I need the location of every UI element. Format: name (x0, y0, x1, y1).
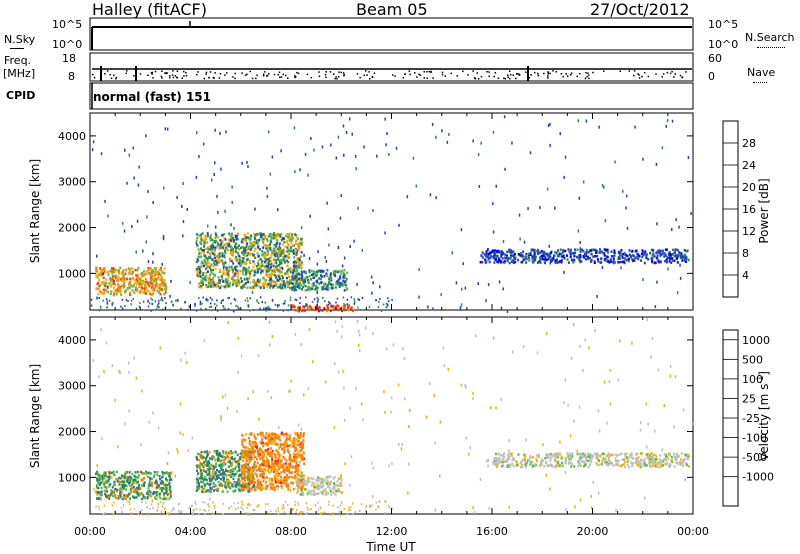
y-tick-label: 2000 (58, 222, 86, 235)
velocity-ylabel: Slant Range [km] (28, 364, 42, 468)
y-tick-label: 4000 (58, 334, 86, 347)
cpid-value: normal (fast) 151 (93, 90, 211, 104)
power-ylabel: Slant Range [km] (28, 159, 42, 263)
freq-unit-label: [MHz] (3, 67, 36, 80)
power-colorbar: 4 8 12 16 20 24 28 (722, 120, 756, 298)
freq-tick-top: 18 (62, 52, 76, 65)
colorbar-tick-label: 20 (742, 181, 756, 194)
y-tick-label: 1000 (58, 267, 86, 280)
nsky-tick-bottom: 10^0 (52, 38, 83, 51)
colorbar-tick-label: 500 (742, 353, 763, 366)
velocity-panel-frame (89, 316, 694, 515)
x-tick-label: 00:00 (677, 525, 709, 538)
nsearch-label: N.Search (745, 31, 795, 44)
date-title: 27/Oct/2012 (590, 0, 690, 19)
power-axes: 1000 2000 3000 4000 (58, 113, 694, 310)
velocity-colorbar: 1000 500 100 25 -25 -100 -500 -1000 (722, 329, 774, 507)
colorbar-tick-label: 8 (742, 247, 749, 260)
y-tick-label: 3000 (58, 176, 86, 189)
colorbar-tick-label: -500 (742, 451, 767, 464)
power-cbar-label: Power [dB] (757, 178, 771, 243)
nsky-tick-top: 10^5 (52, 18, 83, 31)
velocity-axes: 1000 2000 3000 4000 00:00 04:00 08:00 12:00 16:0… (58, 317, 709, 538)
cpid-strip (89, 82, 694, 110)
y-tick-label: 1000 (58, 471, 86, 484)
colorbar-tick-label: 4 (742, 269, 749, 282)
nsky-legend-line (10, 48, 24, 49)
y-tick-label: 3000 (58, 380, 86, 393)
colorbar-tick-label: 12 (742, 225, 756, 238)
power-scatter (90, 115, 692, 313)
colorbar-tick-label: -25 (742, 412, 760, 425)
freq-strip (89, 52, 694, 82)
nsearch-tick-top: 10^5 (708, 18, 739, 31)
colorbar-tick-label: 100 (742, 373, 763, 386)
y-tick-label: 4000 (58, 130, 86, 143)
freq-label: Freq. (4, 54, 32, 67)
nave-label: Nave (747, 66, 776, 79)
velocity-cbar-label: Velocity [m s-1] (756, 371, 771, 461)
x-axis-title: Time UT (365, 540, 416, 554)
nsky-label: N.Sky (4, 33, 36, 46)
colorbar-tick-label: 16 (742, 203, 756, 216)
colorbar-tick-label: 1000 (742, 334, 770, 347)
colorbar-tick-label: 28 (742, 137, 756, 150)
x-tick-label: 12:00 (376, 525, 408, 538)
power-panel-frame (89, 112, 694, 311)
nsearch-legend-dots (757, 47, 785, 48)
strip-marks (91, 21, 687, 81)
nave-legend-dots (753, 82, 767, 83)
colorbar-tick-label: 24 (742, 159, 756, 172)
x-tick-label: 16:00 (476, 525, 508, 538)
velocity-scatter (92, 318, 695, 516)
nsearch-tick-bottom: 10^0 (708, 38, 739, 51)
cpid-label: CPID (6, 89, 36, 102)
station-title: Halley (fitACF) (92, 0, 207, 19)
colorbar-tick-label: -1000 (742, 471, 774, 484)
beam-title: Beam 05 (356, 0, 428, 19)
nave-tick-bottom: 0 (708, 70, 715, 83)
x-tick-label: 04:00 (175, 525, 207, 538)
x-tick-label: 00:00 (74, 525, 106, 538)
nsky-strip (89, 17, 694, 51)
nave-tick-top: 60 (708, 52, 722, 65)
colorbar-tick-label: -100 (742, 432, 767, 445)
colorbar-tick-label: 25 (742, 392, 756, 405)
x-tick-label: 20:00 (577, 525, 609, 538)
x-tick-label: 08:00 (275, 525, 307, 538)
freq-tick-bottom: 8 (68, 70, 75, 83)
y-tick-label: 2000 (58, 426, 86, 439)
